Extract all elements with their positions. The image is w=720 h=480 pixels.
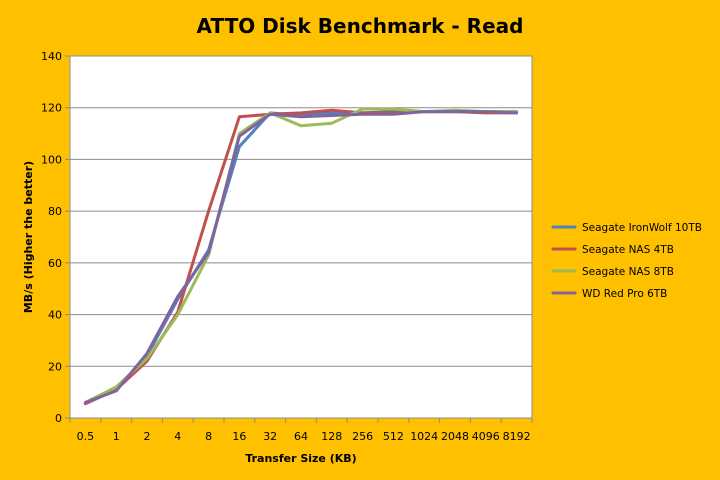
chart-title: ATTO Disk Benchmark - Read	[197, 14, 524, 38]
x-tick-label: 4096	[472, 430, 500, 443]
y-axis-ticks: 0 20 40 60 80 100 120 140	[41, 50, 70, 425]
x-tick-label: 8192	[503, 430, 531, 443]
legend-label-wd-red-pro-6tb: WD Red Pro 6TB	[582, 288, 667, 300]
y-tick-label: 20	[48, 360, 62, 373]
legend: Seagate IronWolf 10TB Seagate NAS 4TB Seag…	[551, 222, 702, 300]
x-tick-label: 64	[294, 430, 308, 443]
x-tick-label: 1024	[410, 430, 438, 443]
y-tick-label: 60	[48, 257, 62, 270]
x-tick-label: 2	[144, 430, 151, 443]
x-tick-label: 2048	[441, 430, 469, 443]
series-lines	[83, 107, 519, 406]
x-axis-title: Transfer Size (KB)	[245, 452, 356, 465]
y-axis-title: MB/s (Higher the better)	[22, 161, 35, 313]
x-tick-label: 16	[232, 430, 246, 443]
x-tick-label: 8	[205, 430, 212, 443]
x-tick-label: 128	[321, 430, 342, 443]
legend-label-seagate-nas-8tb: Seagate NAS 8TB	[582, 266, 674, 278]
x-axis-ticks: 0.5 1 2 4 8 16 32 64 128 256 512 1024 2048 4096 8192	[69, 418, 533, 443]
y-tick-label: 100	[41, 153, 62, 166]
y-tick-label: 140	[41, 50, 62, 63]
gridlines	[70, 107, 532, 367]
y-tick-label: 40	[48, 309, 62, 322]
y-tick-label: 0	[55, 412, 62, 425]
x-tick-label: 256	[352, 430, 373, 443]
x-tick-label: 512	[383, 430, 404, 443]
legend-label-seagate-nas-4tb: Seagate NAS 4TB	[582, 244, 674, 256]
x-tick-label: 4	[174, 430, 181, 443]
x-tick-label: 32	[263, 430, 277, 443]
y-tick-label: 80	[48, 205, 62, 218]
legend-label-seagate-ironwolf-10tb: Seagate IronWolf 10TB	[582, 222, 702, 234]
x-tick-label: 0.5	[77, 430, 95, 443]
y-tick-label: 120	[41, 102, 62, 115]
series-line-wd-red-pro-6tb	[83, 110, 519, 404]
x-tick-label: 1	[113, 430, 120, 443]
